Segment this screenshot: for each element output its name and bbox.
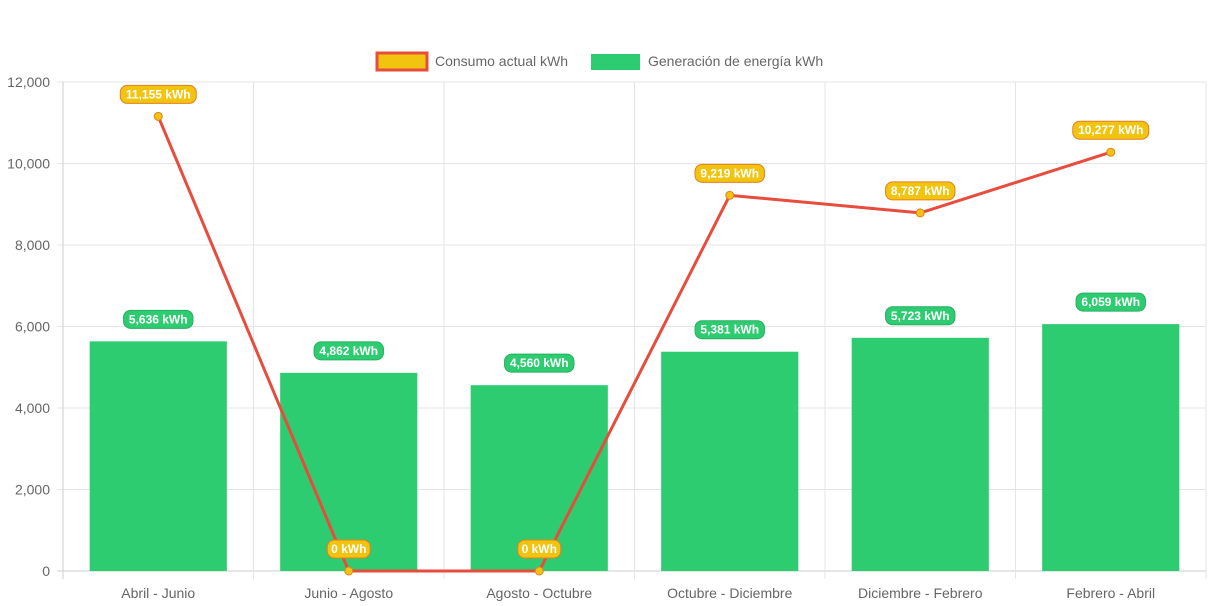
svg-text:10,277 kWh: 10,277 kWh [1078,123,1143,137]
y-tick-label: 10,000 [7,156,50,172]
svg-text:5,381 kWh: 5,381 kWh [700,323,759,337]
line-point[interactable] [534,566,544,576]
line-data-label: 8,787 kWh [885,181,956,201]
y-tick-label: 0 [42,563,50,579]
line-point[interactable] [725,190,735,200]
x-tick-label: Abril - Junio [121,585,195,601]
line-point[interactable] [1106,147,1116,157]
bar-data-label: 4,862 kWh [313,341,384,361]
svg-text:5,636 kWh: 5,636 kWh [129,312,188,326]
svg-text:8,787 kWh: 8,787 kWh [891,184,950,198]
y-tick-label: 6,000 [15,319,50,335]
svg-text:6,059 kWh: 6,059 kWh [1081,295,1140,309]
line-data-label: 10,277 kWh [1072,120,1150,140]
x-tick-label: Febrero - Abril [1066,585,1155,601]
consumo-line [156,115,1112,573]
legend-swatch-consumo[interactable] [375,51,429,72]
bar[interactable] [280,372,418,571]
legend-label-generacion[interactable]: Generación de energía kWh [648,53,823,69]
svg-text:9,219 kWh: 9,219 kWh [700,166,759,180]
legend-swatch-generacion[interactable] [591,54,640,70]
y-tick-label: 2,000 [15,482,50,498]
legend: Consumo actual kWh Generación de energía… [375,51,823,72]
svg-text:4,862 kWh: 4,862 kWh [319,344,378,358]
svg-text:0 kWh: 0 kWh [522,542,557,556]
line-data-label: 11,155 kWh [119,84,197,104]
bar-data-label: 5,636 kWh [123,309,194,329]
bar[interactable] [1042,324,1180,571]
bar-data-label: 5,723 kWh [885,306,956,326]
bar[interactable] [851,337,989,571]
svg-text:11,155 kWh: 11,155 kWh [126,87,191,101]
y-tick-label: 8,000 [15,237,50,253]
line-point[interactable] [344,566,354,576]
svg-text:0 kWh: 0 kWh [331,542,366,556]
y-tick-label: 4,000 [15,400,50,416]
x-tick-label: Diciembre - Febrero [858,585,983,601]
line-point[interactable] [153,111,163,121]
svg-text:4,560 kWh: 4,560 kWh [510,356,569,370]
bar[interactable] [661,351,799,571]
x-tick-label: Junio - Agosto [304,585,393,601]
bar[interactable] [89,341,227,571]
svg-text:5,723 kWh: 5,723 kWh [891,309,950,323]
legend-label-consumo[interactable]: Consumo actual kWh [435,53,568,69]
x-tick-label: Octubre - Diciembre [667,585,792,601]
line-data-label: 0 kWh [326,539,371,559]
x-tick-label: Agosto - Octubre [486,585,592,601]
y-tick-label: 12,000 [7,74,50,90]
line-data-label: 0 kWh [517,539,562,559]
line-point[interactable] [915,208,925,218]
bar-data-label: 4,560 kWh [504,353,575,373]
bar-data-label: 6,059 kWh [1075,292,1146,312]
line-data-label: 9,219 kWh [694,163,765,183]
bar-data-label: 5,381 kWh [694,320,765,340]
